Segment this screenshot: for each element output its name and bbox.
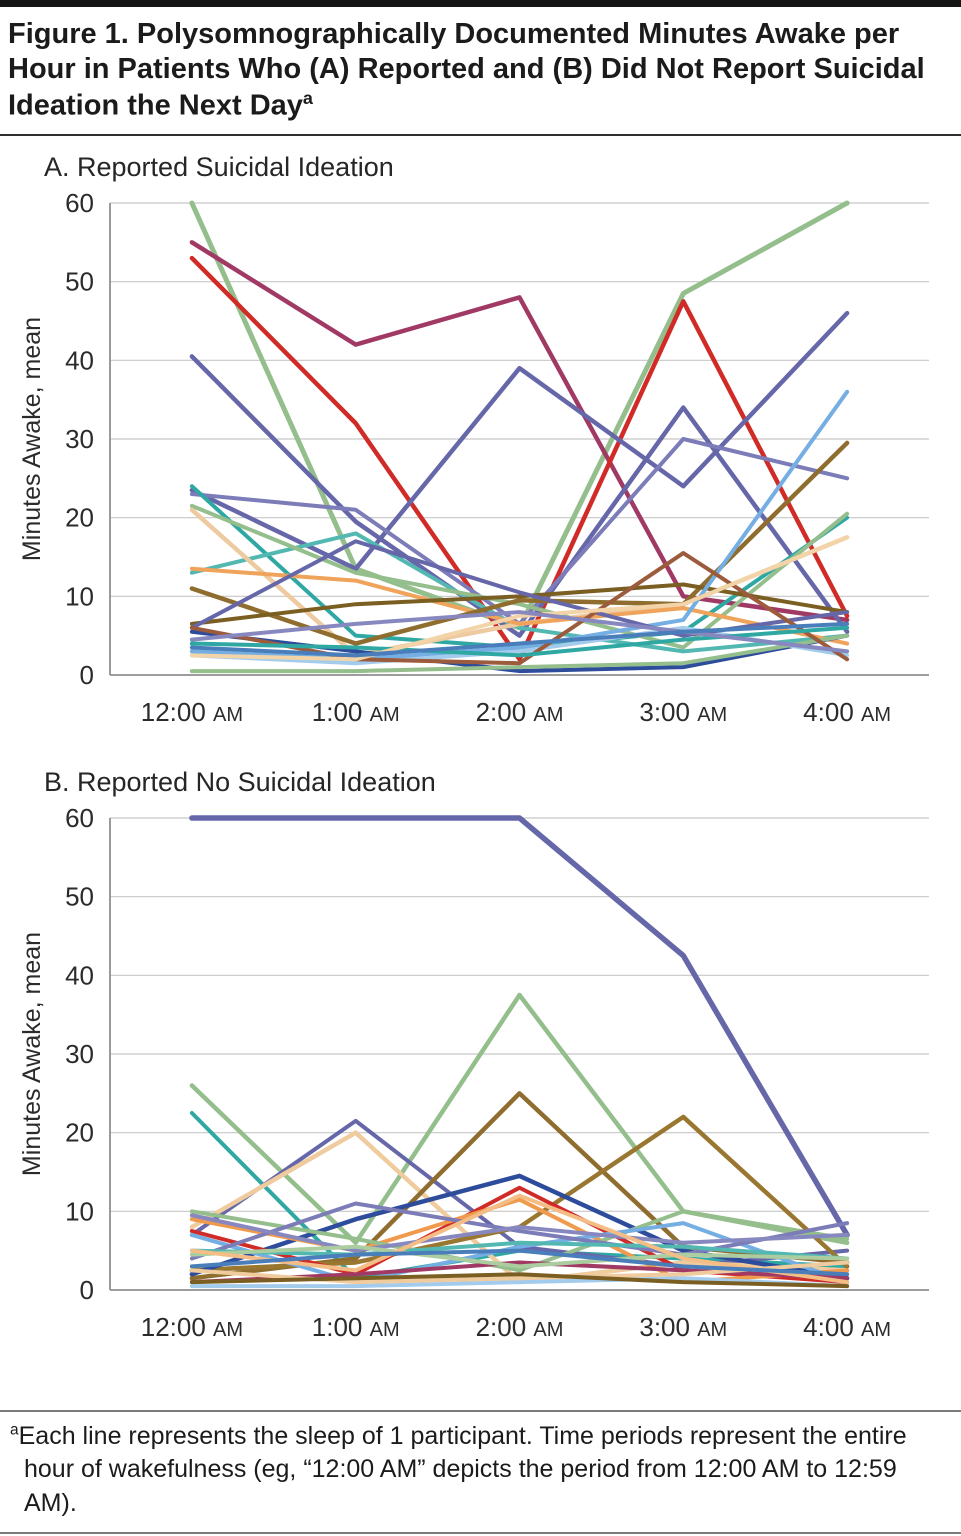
footnote: aEach line represents the sleep of 1 par… [10, 1420, 951, 1521]
title-divider [0, 133, 961, 136]
top-rule [0, 0, 961, 7]
series-line-participant-b1 [189, 815, 850, 1238]
y-tick-label: 40 [65, 345, 94, 375]
series-line-participant-b11 [189, 1209, 850, 1273]
figure-title-superscript: a [302, 87, 313, 108]
x-tick-label: 2:00 AM [476, 697, 564, 727]
series-line-participant-a13 [189, 582, 850, 626]
series-line-participant-a11 [189, 566, 850, 646]
series-line-participant-a12 [189, 440, 850, 646]
series-line-participant-a19 [189, 550, 850, 665]
panel-b-chart: 0 10 20 30 40 50 60 Minutes Awake, mean 12:00 AM… [18, 803, 929, 1342]
series-line-participant-b20 [189, 1244, 850, 1269]
series-line-participant-a3 [189, 255, 850, 662]
y-tick-label: 50 [65, 266, 94, 296]
y-tick-label: 0 [80, 660, 94, 690]
series-line-participant-b19 [189, 1213, 850, 1253]
series-line-participant-a18 [189, 633, 850, 673]
series-line-participant-b14 [189, 1240, 850, 1261]
panel-a-title: A. Reported Suicidal Ideation [44, 151, 394, 182]
panel-b-title: B. Reported No Suicidal Ideation [44, 766, 436, 797]
y-axis-title: Minutes Awake, mean [18, 932, 46, 1176]
y-tick-label: 30 [65, 1039, 94, 1069]
y-axis-title: Minutes Awake, mean [18, 317, 46, 561]
x-tick-label: 12:00 AM [141, 1312, 243, 1342]
series-line-participant-a21 [189, 535, 850, 662]
series-line-participant-b16 [189, 1275, 850, 1288]
series-line-participant-a9 [189, 503, 850, 650]
x-tick-label: 12:00 AM [141, 697, 243, 727]
panel-a-chart: 0 10 20 30 40 50 60 Minutes Awake, mean 12:00 AM… [18, 188, 929, 727]
series-line-participant-b21 [189, 1193, 850, 1284]
series-line-participant-a8 [189, 531, 850, 654]
x-tick-label: 2:00 AM [476, 1312, 564, 1342]
x-tick-label: 1:00 AM [312, 697, 400, 727]
y-tick-label: 30 [65, 424, 94, 454]
x-tick-label: 3:00 AM [639, 697, 727, 727]
series-line-participant-a22 [189, 609, 850, 654]
bottom-rule [0, 1532, 961, 1534]
figure-title-text: Figure 1. Polysomnographically Documente… [8, 18, 925, 122]
y-tick-label: 0 [80, 1275, 94, 1305]
series-line-participant-a20 [189, 625, 850, 658]
footnote-superscript: a [10, 1421, 19, 1439]
x-tick-label: 4:00 AM [803, 697, 891, 727]
y-tick-label: 60 [65, 803, 94, 833]
footnote-divider [0, 1409, 961, 1412]
series-line-participant-b2 [189, 992, 850, 1245]
x-tick-label: 1:00 AM [312, 1312, 400, 1342]
y-tick-label: 50 [65, 881, 94, 911]
spacer [0, 1354, 961, 1386]
panel-a: A. Reported Suicidal Ideation 0 10 20 30 40 5… [0, 136, 961, 739]
panel-b: B. Reported No Suicidal Ideation 0 10 20 30… [0, 739, 961, 1354]
series-line-participant-b13 [189, 1201, 850, 1261]
y-tick-label: 10 [65, 581, 94, 611]
series-line-participant-b18 [189, 1272, 850, 1288]
series-line-participant-a5 [189, 310, 850, 571]
x-tick-label: 3:00 AM [639, 1312, 727, 1342]
figure-title: Figure 1. Polysomnographically Documente… [8, 17, 953, 124]
series-line-participant-b22 [189, 1248, 850, 1277]
y-tick-label: 60 [65, 188, 94, 218]
footnote-text: Each line represents the sleep of 1 part… [18, 1421, 907, 1517]
y-tick-label: 40 [65, 960, 94, 990]
y-tick-label: 20 [65, 502, 94, 532]
x-tick-label: 4:00 AM [803, 1312, 891, 1342]
series-line-participant-a4 [189, 353, 850, 638]
y-tick-label: 20 [65, 1117, 94, 1147]
y-tick-label: 10 [65, 1196, 94, 1226]
series-line-participant-a23 [189, 621, 850, 658]
